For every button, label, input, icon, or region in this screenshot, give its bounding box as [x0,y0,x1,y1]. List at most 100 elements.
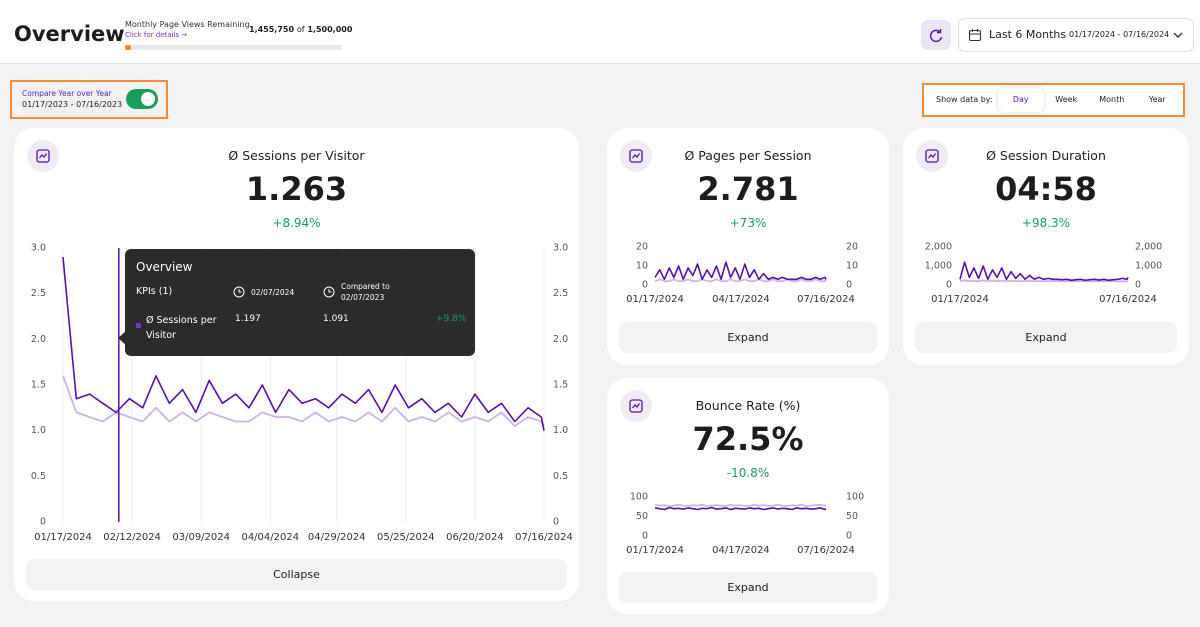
granularity-option[interactable]: Year [1148,95,1166,104]
kpi-change: -10.8% [726,466,770,480]
x-tick-label: 07/16/2024 [515,532,573,543]
x-tick-label: 01/17/2024 [34,532,92,543]
views-count: 1,455,750 of 1,500,000 [249,25,352,34]
x-tick-label: 03/09/2024 [172,532,230,543]
y2-tick-label: 2.5 [553,288,568,299]
y-tick-label: 100 [630,492,648,503]
tooltip-title: Overview [136,260,193,274]
views-bar-fill [125,45,132,50]
card-button[interactable]: Expand [915,322,1177,353]
clock-icon [323,286,335,298]
icon-glyph [629,399,643,413]
card-button[interactable]: Collapse [26,559,567,590]
compared-date: 02/07/2023 [341,293,385,302]
tooltip-value: 1.197 [235,314,261,324]
toggle-knob [141,92,155,106]
y2-tick-label: 0 [1135,280,1141,291]
compare-toggle[interactable] [126,89,158,109]
kpi-change: +98.3% [1021,216,1071,230]
y-tick-label: 0 [642,280,648,291]
x-tick-label: 07/16/2024 [797,545,855,556]
x-tick-label: 01/17/2024 [931,294,989,305]
series-line [959,279,1129,283]
card-title: Ø Session Duration [986,148,1106,163]
kpi-value: 2.781 [697,170,799,208]
granularity-option[interactable]: Week [1055,95,1078,104]
kpi-change: +73% [729,216,767,230]
card-title: Ø Sessions per Visitor [228,148,365,163]
y-tick-label: 1,000 [925,261,952,272]
y2-tick-label: 1,000 [1135,261,1162,272]
series-swatch [136,323,141,328]
y2-tick-label: 1.5 [553,380,568,391]
y2-tick-label: 20 [846,242,858,253]
y-tick-label: 1.5 [31,380,46,391]
total: 1,500,000 [307,25,353,34]
y-tick-label: 50 [636,511,648,522]
icon-glyph [36,149,50,163]
y2-tick-label: 100 [846,492,864,503]
granularity-option[interactable]: Month [1099,95,1125,104]
series-line [654,503,827,507]
x-tick-label: 04/17/2024 [712,545,770,556]
y-tick-label: 0 [40,517,46,528]
x-tick-label: 04/04/2024 [241,532,299,543]
views-bar [125,45,342,50]
y2-tick-label: 2.0 [553,334,568,345]
y-tick-label: 1.0 [31,425,46,436]
x-tick-label: 07/16/2024 [1099,294,1157,305]
chevron [1173,32,1183,38]
y2-tick-label: 50 [846,511,858,522]
y-tick-label: 2.5 [31,288,46,299]
y2-tick-label: 3.0 [553,243,568,254]
page-title: Overview [14,22,125,46]
of: of [296,25,305,34]
y-tick-label: 0.5 [31,471,46,482]
range-label: Last 6 Months [989,28,1067,41]
x-tick-label: 07/16/2024 [797,294,855,305]
kpi-value: 72.5% [692,420,804,458]
y-tick-label: 10 [636,261,648,272]
views-label: Monthly Page Views Remaining [125,20,250,29]
kpi-value: 1.263 [245,170,348,208]
y-tick-label: 2.0 [31,334,46,345]
kpi-change: +8.94% [272,216,321,230]
granularity-label: Show data by: [936,95,993,104]
tooltip-date: 02/07/2024 [251,288,295,297]
x-tick-label: 01/17/2024 [626,294,684,305]
remaining: 1,455,750 [249,25,295,34]
x-tick-label: 02/12/2024 [103,532,161,543]
clock-icon [233,286,245,298]
icon-glyph [925,149,939,163]
x-tick-label: 05/25/2024 [377,532,435,543]
details-link[interactable]: Click for details → [125,31,188,39]
y2-tick-label: 0.5 [553,471,568,482]
series-line [62,375,545,427]
granularity-options: Day Week Month Year [998,88,1180,112]
card-title: Bounce Rate (%) [695,398,801,413]
y2-tick-label: 10 [846,261,858,272]
chart-icon [620,390,652,422]
series-line [654,506,827,511]
compare-label: Compare Year over Year [22,89,112,98]
card-title: Ø Pages per Session [684,148,812,163]
card-button[interactable]: Expand [619,322,877,353]
calendar-icon [968,29,982,42]
y2-tick-label: 0 [553,517,559,528]
x-tick-label: 04/29/2024 [308,532,366,543]
series-line [654,261,827,281]
chart-icon [916,140,948,172]
date-range-button[interactable]: Last 6 Months 01/17/2024 - 07/16/2024 [958,18,1194,52]
tooltip-arrow [118,331,126,345]
x-tick-label: 01/17/2024 [626,545,684,556]
card [14,128,579,601]
card-button[interactable]: Expand [619,572,877,603]
granularity-option[interactable]: Day [998,88,1044,112]
refresh-button[interactable] [921,20,951,50]
refresh-icon [929,29,943,43]
series-line [654,278,827,283]
tooltip: Overview KPIs (1) 02/07/2024 Compared to… [125,249,475,356]
x-tick-label: 04/17/2024 [712,294,770,305]
